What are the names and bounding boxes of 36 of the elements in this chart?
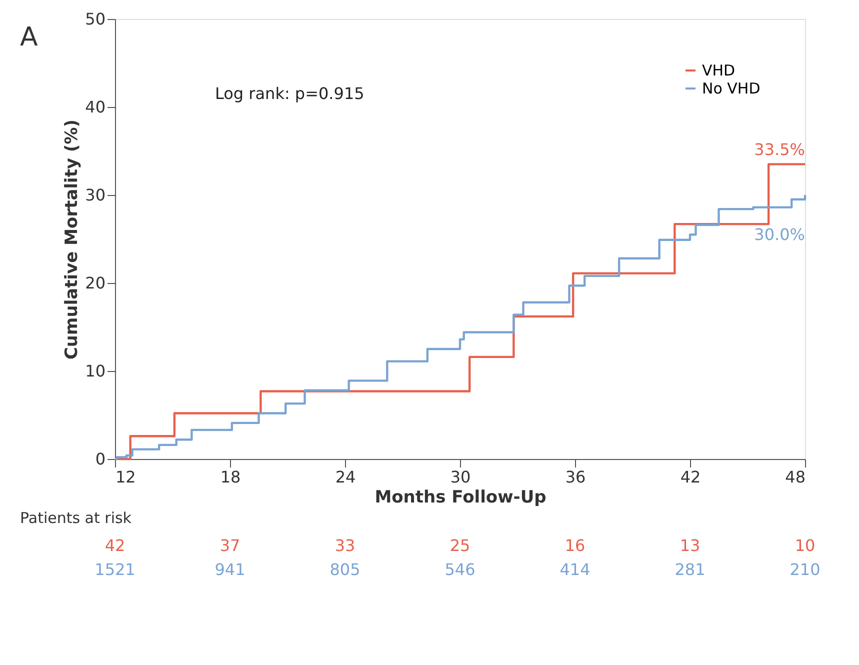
text: 25	[450, 536, 470, 555]
text: 13	[680, 536, 700, 555]
legend-label: VHD	[702, 62, 736, 80]
x-tick-label: 24	[335, 468, 356, 486]
y-tick-label: 20	[85, 274, 106, 292]
x-tick-label: 48	[785, 468, 806, 486]
text: 281	[674, 560, 706, 579]
y-tick-label: 40	[85, 98, 106, 116]
text: 546	[444, 560, 476, 579]
x-tick-label: 12	[116, 468, 136, 486]
text: 941	[214, 560, 246, 579]
y-tick-label: 10	[85, 362, 106, 380]
x-tick-label: 42	[680, 468, 701, 486]
text: Patients at risk	[20, 509, 132, 527]
x-tick-label: 18	[220, 468, 241, 486]
text: 10	[794, 536, 816, 555]
text: 33	[334, 536, 356, 555]
annotation: 30.0%	[754, 225, 805, 244]
y-tick-label: 50	[85, 10, 106, 28]
x-tick-label: 30	[450, 468, 471, 486]
text: A	[20, 22, 38, 52]
text: 414	[560, 560, 590, 579]
text: 42	[104, 536, 126, 555]
x-tick-label: 36	[565, 468, 586, 486]
text: 37	[220, 536, 240, 555]
legend-label: No VHD	[702, 80, 760, 98]
annotation: 33.5%	[754, 140, 805, 160]
y-axis-title: Cumulative Mortality (%)	[62, 119, 82, 360]
y-tick-label: 30	[85, 186, 106, 204]
y-tick-label: 0	[95, 450, 106, 468]
text: 805	[330, 560, 360, 579]
x-axis-title: Months Follow-Up	[374, 488, 546, 508]
text: 1521	[94, 560, 136, 579]
text: 16	[564, 536, 586, 555]
text: 210	[790, 560, 820, 579]
annotation: Log rank: p=0.915	[215, 84, 364, 103]
